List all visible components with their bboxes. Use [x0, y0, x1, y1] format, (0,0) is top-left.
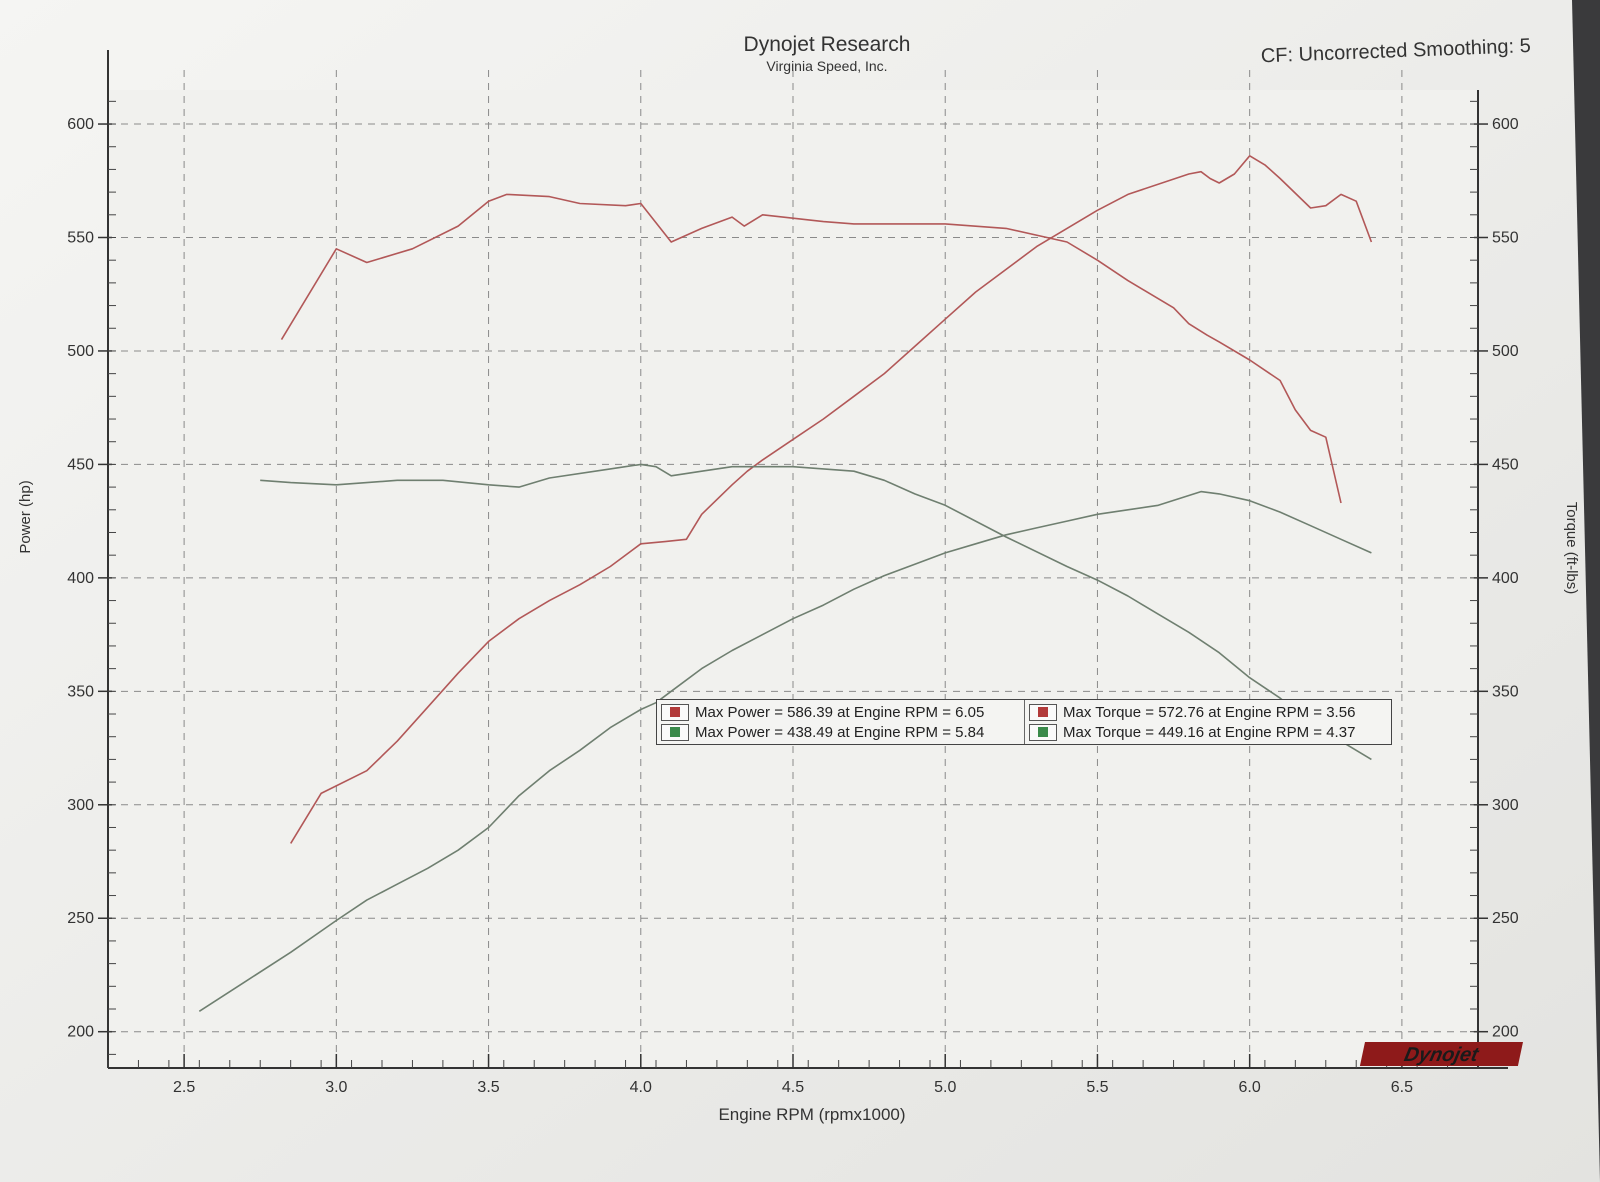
y2-tick-label: 450 — [1492, 456, 1519, 473]
x-tick-label: 4.0 — [630, 1079, 652, 1096]
x-tick-label: 5.0 — [934, 1079, 956, 1096]
y2-tick-label: 550 — [1492, 229, 1519, 246]
legend-label: Max Power = 438.49 at Engine RPM = 5.84 — [695, 723, 985, 741]
series-line-4 — [198, 490, 1372, 1012]
legend-label: Max Power = 586.39 at Engine RPM = 6.05 — [695, 703, 985, 721]
x-tick-label: 3.0 — [325, 1079, 347, 1096]
legend-torque-column: Max Torque = 572.76 at Engine RPM = 3.56… — [1024, 700, 1391, 744]
legend-swatch — [661, 723, 689, 741]
y-tick-label: 450 — [67, 456, 94, 473]
legend-swatch — [1029, 703, 1057, 721]
legend-item: Max Power = 586.39 at Engine RPM = 6.05 — [661, 702, 1024, 722]
y-tick-label: 250 — [67, 910, 94, 927]
legend-item: Max Torque = 449.16 at Engine RPM = 4.37 — [1029, 722, 1391, 742]
y2-tick-label: 200 — [1492, 1024, 1519, 1041]
legend-swatch — [661, 703, 689, 721]
legend-swatch-color — [670, 727, 680, 737]
chart-grid — [108, 70, 1478, 1068]
chart-ticks: 2.5 3.0 3.5 4.0 4.5 5.0 5.5 6.0 6.5 200 250 300 350 4… — [67, 100, 1519, 1096]
y2-tick-label: 350 — [1492, 683, 1519, 700]
legend-swatch-color — [1038, 707, 1048, 717]
chart-series — [198, 155, 1373, 1012]
y-tick-label: 600 — [67, 116, 94, 133]
x-axis-label: Engine RPM (rpmx1000) — [718, 1105, 905, 1124]
y2-tick-label: 600 — [1492, 116, 1519, 133]
y-tick-label: 200 — [67, 1024, 94, 1041]
y-tick-label: 300 — [67, 797, 94, 814]
y2-tick-label: 400 — [1492, 570, 1519, 587]
dynojet-logo: Dynojet — [1359, 1042, 1523, 1066]
y2-tick-label: 500 — [1492, 343, 1519, 360]
y2-axis-label: Torque (ft-lbs) — [1563, 502, 1580, 595]
y-tick-label: 500 — [67, 343, 94, 360]
x-tick-label: 4.5 — [782, 1079, 804, 1096]
chart-legend: Max Power = 586.39 at Engine RPM = 6.05 … — [656, 699, 1392, 745]
legend-item: Max Power = 438.49 at Engine RPM = 5.84 — [661, 722, 1024, 742]
y-tick-label: 400 — [67, 570, 94, 587]
y-tick-label: 350 — [67, 683, 94, 700]
x-tick-label: 3.5 — [477, 1079, 499, 1096]
series-line-1 — [280, 193, 1342, 504]
series-line-3 — [260, 463, 1372, 761]
legend-item: Max Torque = 572.76 at Engine RPM = 3.56 — [1029, 702, 1391, 722]
legend-swatch-color — [1038, 727, 1048, 737]
y-axis-label: Power (hp) — [17, 480, 34, 553]
y-tick-label: 550 — [67, 229, 94, 246]
legend-swatch — [1029, 723, 1057, 741]
series-line-2 — [290, 155, 1373, 844]
x-tick-label: 6.5 — [1391, 1079, 1413, 1096]
legend-label: Max Torque = 449.16 at Engine RPM = 4.37 — [1063, 723, 1356, 741]
y2-tick-label: 300 — [1492, 797, 1519, 814]
legend-power-column: Max Power = 586.39 at Engine RPM = 6.05 … — [657, 700, 1024, 744]
x-tick-label: 2.5 — [173, 1079, 195, 1096]
x-tick-label: 5.5 — [1086, 1079, 1108, 1096]
chart-subtitle: Virginia Speed, Inc. — [766, 58, 887, 74]
y2-tick-label: 250 — [1492, 910, 1519, 927]
chart-title: Dynojet Research — [744, 33, 911, 56]
logo-text: Dynojet — [1402, 1044, 1481, 1066]
legend-label: Max Torque = 572.76 at Engine RPM = 3.56 — [1063, 703, 1356, 721]
legend-swatch-color — [670, 707, 680, 717]
x-tick-label: 6.0 — [1239, 1079, 1261, 1096]
